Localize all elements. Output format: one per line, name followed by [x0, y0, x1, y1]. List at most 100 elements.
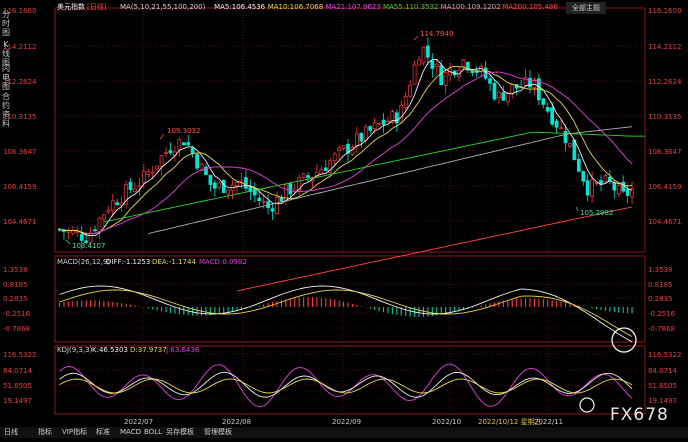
candle-body [434, 63, 439, 67]
candle-body [621, 181, 626, 192]
candle-body [616, 185, 621, 195]
tab-kline[interactable]: K线图 [2, 40, 10, 67]
price-pane-frame [54, 7, 646, 253]
candle-body [386, 120, 390, 123]
date-axis-label: 2022/11 [534, 418, 563, 426]
annotation-pointer [575, 206, 579, 212]
candle-body [212, 182, 217, 189]
candle-body [372, 122, 377, 129]
candle-body [284, 184, 288, 202]
price-axis-label-left: 114.2112 [3, 43, 36, 51]
kdj-axis-label-right: 84.0714 [648, 367, 677, 375]
candle-body [426, 45, 430, 58]
candle-body [190, 147, 195, 154]
tab-lightning[interactable]: 闪电图 [2, 64, 10, 91]
ma-legend-item: MA(5,10,21,55,100,200) [120, 3, 206, 11]
macd-axis-label-left: -0.7868 [3, 325, 30, 333]
candle-body [133, 188, 137, 192]
tab-vip-indicator[interactable]: VIP指标 [62, 428, 88, 436]
tab-macd[interactable]: MACD [120, 428, 141, 436]
candle-body [110, 200, 115, 212]
candle-body [630, 188, 634, 198]
macd-diff: DIFF:-1.1253 [106, 258, 150, 266]
candle-body [625, 189, 630, 196]
macd-axis-label-right: 0.2835 [648, 295, 673, 303]
candle-body [581, 171, 586, 182]
macd-axis-label-right: -0.2516 [648, 310, 676, 318]
candle-body [568, 143, 572, 147]
date-axis-label: 2022/10/12 星期三 [478, 418, 542, 426]
candle-body [177, 138, 182, 150]
candle-body [199, 163, 204, 172]
candle-body [492, 82, 497, 100]
save-template-button[interactable]: 另存模板 [166, 428, 194, 436]
candle-body [510, 84, 515, 95]
kdj-axis-label-right: 51.6505 [648, 382, 677, 390]
kdj-pane-frame [54, 345, 646, 415]
candle-body [381, 119, 386, 125]
candle-body [550, 107, 555, 125]
macd-title: MACD(26,12,9) [57, 258, 110, 266]
kdj-axis-label-left: 19.1497 [3, 397, 32, 405]
tab-standard[interactable]: 标准 [96, 428, 110, 436]
candle-body [323, 167, 328, 172]
candle-body [576, 158, 581, 172]
manage-template-button[interactable]: 管理模板 [204, 428, 232, 436]
highlight-circle [579, 397, 595, 413]
symbol-title: 美元指数 [57, 2, 85, 11]
candle-body [394, 112, 399, 124]
candle-body [137, 185, 142, 188]
highlight-circle [611, 327, 637, 353]
watermark-logo: FX678 [610, 405, 669, 425]
macd-axis-label-left: 0.8185 [3, 281, 28, 289]
tab-daily[interactable]: 日线 [4, 428, 18, 436]
candle-body [217, 182, 222, 188]
candle-body [221, 179, 226, 193]
kdj-axis-label-right: 19.1497 [648, 397, 677, 405]
kdj-title: KDJ(9,3,3) [57, 346, 93, 354]
candle-body [603, 175, 608, 182]
price-axis-label-right: 104.4671 [648, 218, 681, 226]
macd-axis-label-right: 1.3538 [648, 266, 673, 274]
annotation-pointer [413, 35, 419, 41]
price-axis-label-right: 110.3135 [648, 113, 681, 121]
date-axis-label: 2022/10 [432, 418, 461, 426]
annotation-high-2: 114.7940 [420, 30, 453, 38]
macd-axis-label-left: 0.2835 [3, 295, 28, 303]
candle-body [421, 46, 426, 64]
tab-timeshare[interactable]: 分时图 [2, 10, 10, 37]
candle-body [430, 60, 435, 69]
candle-body [497, 91, 501, 98]
ma-legend-item: MA200:105.486 [502, 3, 558, 11]
candle-body [124, 184, 128, 205]
macd-dea: DEA:-1.1744 [152, 258, 196, 266]
annotation-high-1: 109.3032 [167, 127, 200, 135]
macd-pane-frame [54, 255, 646, 343]
candle-body [257, 197, 262, 202]
candle-body [341, 145, 346, 149]
candle-body [315, 171, 319, 178]
kdj-d-line [59, 378, 633, 394]
candle-body [164, 152, 168, 154]
kdj-d: D:37.9737 [130, 346, 167, 354]
annotation-pointer [65, 239, 71, 245]
candle-body [523, 77, 528, 86]
all-topics-button[interactable]: 全部主题 [566, 2, 606, 14]
candle-body [226, 189, 231, 195]
ma-legend-item: MA100:109.1202 [441, 3, 501, 11]
candle-body [545, 107, 550, 112]
candle-body [301, 173, 306, 178]
candle-body [390, 111, 395, 123]
candle-body [79, 234, 84, 241]
candle-body [355, 133, 359, 148]
candle-body [244, 177, 248, 189]
tab-boll[interactable]: BOLL [144, 428, 162, 436]
tab-indicator[interactable]: 指标 [38, 428, 52, 436]
candle-body [368, 126, 373, 131]
bottom-toolbar [0, 427, 688, 438]
candle-body [585, 180, 590, 196]
tab-contract-info[interactable]: 合约资料 [2, 92, 10, 128]
period-label: [日线] [87, 2, 107, 11]
candle-body [128, 181, 133, 190]
